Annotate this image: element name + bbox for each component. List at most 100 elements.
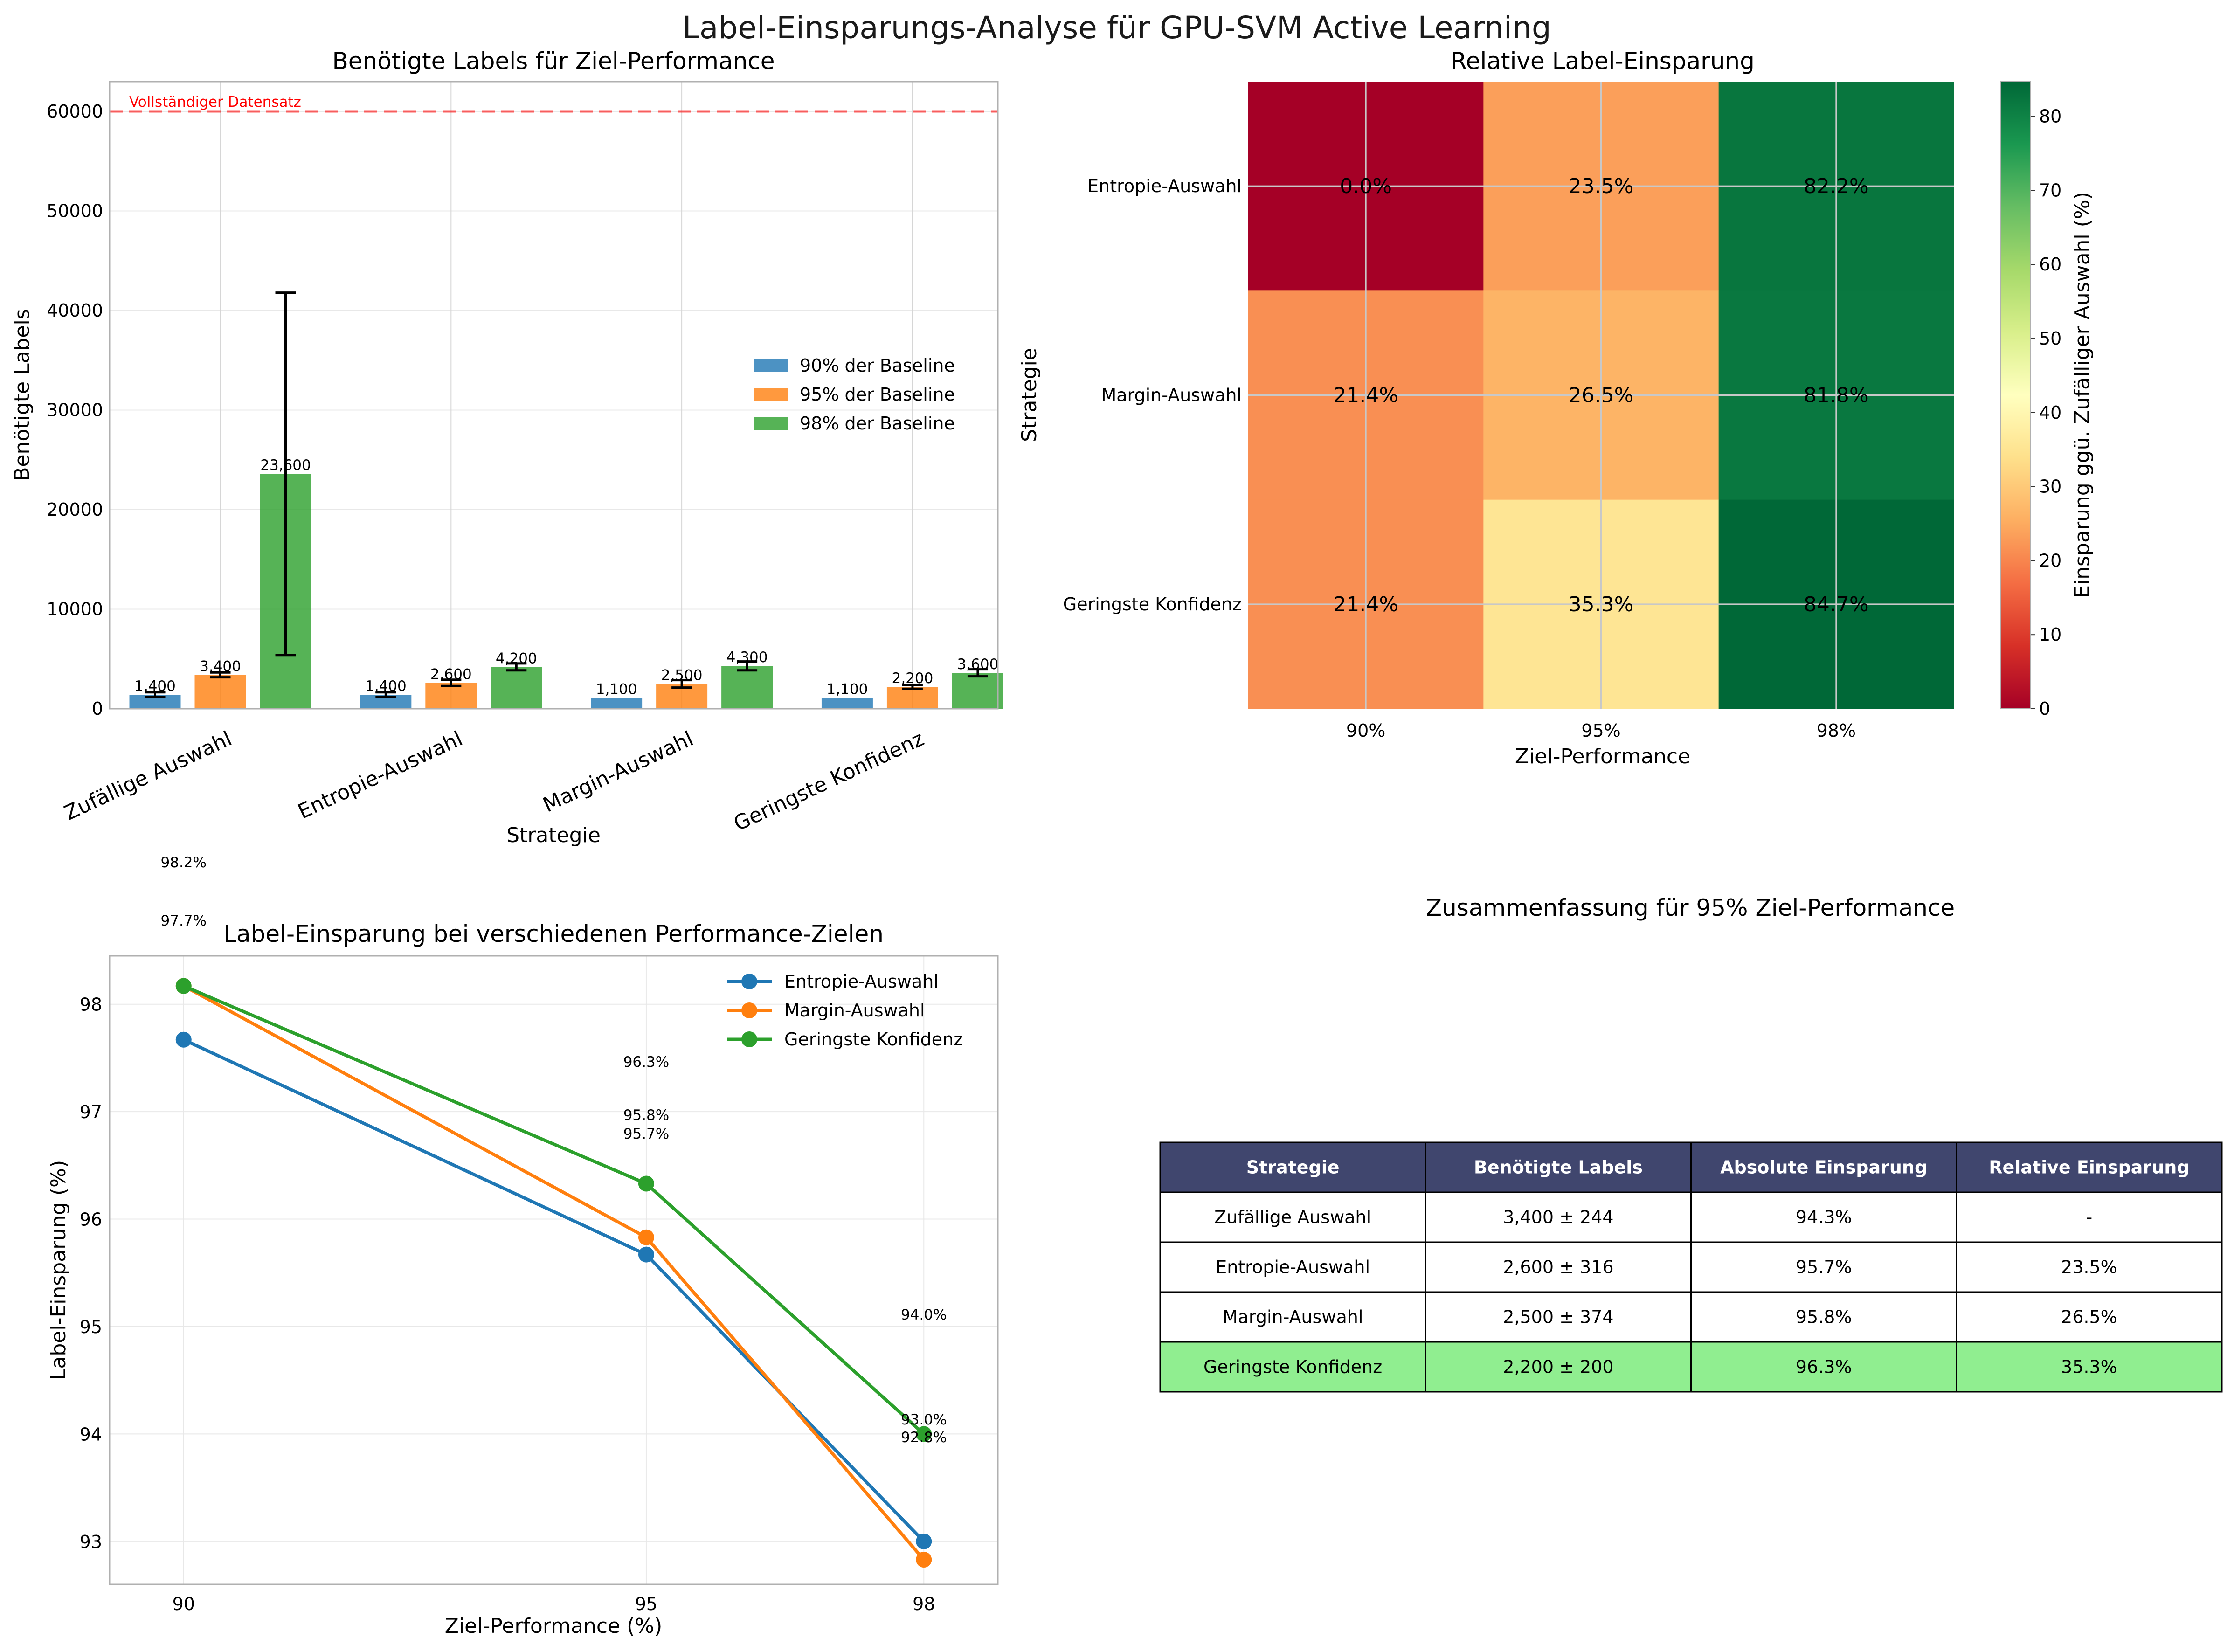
- legend-label: Margin-Auswahl: [784, 1000, 925, 1021]
- legend-swatch: [754, 388, 788, 401]
- table-cell: [1425, 1191, 1692, 1243]
- line-annotation: 98.2%: [161, 854, 207, 871]
- heatmap-cell-label: 82.2%: [1804, 174, 1869, 198]
- table-cell-text: 94.3%: [1796, 1207, 1852, 1228]
- line-chart-xlabel: Ziel-Performance (%): [445, 1614, 663, 1638]
- line-chart-y-tick-label: 98: [80, 995, 102, 1015]
- bar-chart-x-ticks: Zufällige Auswahl Entropie-Auswahl Margin-…: [61, 727, 928, 836]
- colorbar-tick-label: 70: [2039, 180, 2061, 200]
- bar-value-label: 2,200: [892, 670, 934, 687]
- legend-label: 95% der Baseline: [800, 384, 955, 405]
- line-annotation: 95.8%: [623, 1107, 669, 1124]
- colorbar-tick-label: 20: [2039, 550, 2061, 571]
- table-header-label: Strategie: [1246, 1157, 1340, 1178]
- table-cell: [1956, 1191, 2223, 1243]
- bar-chart-x-tick-label: Entropie-Auswahl: [294, 727, 466, 824]
- bar-chart-y-tick-label: 50000: [47, 201, 103, 221]
- heatmap-cell-label: 23.5%: [1569, 174, 1634, 198]
- bar: [952, 673, 1003, 709]
- heatmap-title: Relative Label-Einsparung: [1451, 48, 1755, 75]
- bar-chart-y-tick-label: 0: [92, 698, 103, 719]
- bar-value-label: 4,200: [496, 650, 537, 667]
- table-cell-text: Margin-Auswahl: [1223, 1307, 1363, 1327]
- heatmap-cell-labels: 0.0% 23.5% 82.2% 21.4% 26.5% 81.8% 21.4% 35.3% 8…: [1333, 174, 1868, 616]
- line-chart-y-ticks: 93 94 95 96 97 98: [80, 995, 102, 1552]
- bar: [491, 667, 542, 709]
- colorbar-gradient: [2000, 81, 2031, 709]
- bar-chart-title: Benötigte Labels für Ziel-Performance: [332, 48, 775, 75]
- line-chart-frame: [109, 955, 999, 1585]
- heatmap-colorbar-label: Einsparung ggü. Zufälliger Auswahl (%): [2070, 192, 2094, 598]
- line-chart-legend: Entropie-Auswahl Margin-Auswahl Geringste …: [727, 971, 963, 1050]
- heatmap-x-ticks: 90% 95% 98%: [1346, 720, 1856, 741]
- line-chart-x-tick-label: 90: [173, 1594, 195, 1614]
- line-point: [916, 1552, 932, 1568]
- bar: [591, 698, 643, 709]
- summary-table-title: Zusammenfassung für 95% Ziel-Performance: [1426, 894, 1955, 921]
- table-cell-text: 96.3%: [1796, 1357, 1852, 1377]
- reference-line-label: Vollständiger Datensatz: [129, 94, 301, 111]
- line-point: [638, 1175, 654, 1192]
- heatmap-y-ticks: Entropie-Auswahl Margin-Auswahl Geringste …: [1063, 176, 1242, 615]
- line-series: [183, 1038, 925, 1543]
- line-chart-x-tick-label: 98: [913, 1594, 935, 1614]
- line-chart-panel: Label-Einsparung bei verschiedenen Perfo…: [47, 854, 999, 1638]
- table-cell: [1425, 1291, 1692, 1343]
- heatmap-cell-label: 21.4%: [1333, 593, 1398, 616]
- table-header-cell: [1956, 1141, 2223, 1193]
- bar: [425, 683, 477, 709]
- colorbar-tick-label: 30: [2039, 477, 2061, 497]
- line-annotation: 97.7%: [161, 912, 207, 929]
- line-point: [916, 1533, 932, 1549]
- heatmap-cell-label: 0.0%: [1340, 174, 1392, 198]
- bar-chart-bars: [129, 474, 1003, 709]
- colorbar-tick-label: 40: [2039, 402, 2061, 423]
- bar-value-label: 3,600: [957, 656, 999, 673]
- bar-chart-y-tick-label: 20000: [47, 499, 103, 520]
- table-cell-text: 23.5%: [2061, 1257, 2117, 1278]
- bar-chart-panel: Benötigte Labels für Ziel-Performance Vo…: [10, 48, 1003, 847]
- table-header-label: Benötigte Labels: [1474, 1157, 1643, 1178]
- bar-value-label: 23,600: [260, 457, 311, 474]
- bar-chart-y-tick-label: 60000: [47, 101, 103, 122]
- table-cell: [1159, 1241, 1426, 1293]
- line-chart-ylabel: Label-Einsparung (%): [47, 1160, 70, 1380]
- table-cell: [1690, 1341, 1957, 1393]
- table-header-cell: [1690, 1141, 1957, 1193]
- table-cell-text: -: [2086, 1207, 2093, 1228]
- heatmap-cell-label: 35.3%: [1569, 593, 1634, 616]
- bar-value-label: 2,500: [661, 667, 703, 684]
- bar-value-label: 1,100: [596, 681, 637, 698]
- line-annotation: 92.8%: [901, 1429, 947, 1446]
- heatmap-cell-label: 81.8%: [1804, 384, 1869, 408]
- bar-chart-y-tick-label: 10000: [47, 599, 103, 620]
- heatmap-cell-label: 21.4%: [1333, 384, 1398, 408]
- line-chart-y-tick-label: 93: [80, 1532, 102, 1552]
- line-chart-x-tick-label: 95: [635, 1594, 657, 1614]
- bar: [721, 666, 773, 709]
- table-cell-text: 3,400 ± 244: [1503, 1207, 1613, 1228]
- legend-marker: [741, 974, 757, 989]
- table-cell: [1159, 1341, 1426, 1393]
- line-chart-y-tick-label: 96: [80, 1210, 102, 1230]
- line-point: [916, 1426, 932, 1442]
- bar-value-label: 1,400: [134, 678, 176, 695]
- heatmap-xlabel: Ziel-Performance: [1515, 745, 1690, 768]
- table-cell-text: Zufällige Auswahl: [1214, 1207, 1371, 1228]
- line-chart-annotations: 98.2% 97.7% 96.3% 95.8% 95.7% 94.0% 93.0%92.8%: [161, 854, 947, 1446]
- line-chart-title: Label-Einsparung bei verschiedenen Perfo…: [223, 920, 884, 947]
- bar-chart-x-tick-label: Margin-Auswahl: [539, 727, 697, 817]
- bar-chart-y-ticks: 0 10000 20000 30000 40000 50000 60000: [47, 101, 103, 719]
- bar-chart-y-tick-label: 40000: [47, 300, 103, 321]
- line-point: [175, 978, 192, 994]
- table-cell-text: 2,500 ± 374: [1503, 1307, 1613, 1327]
- heatmap-x-tick-label: 90%: [1346, 720, 1385, 741]
- legend-label: Geringste Konfidenz: [784, 1029, 963, 1050]
- line-annotation: 96.3%: [623, 1054, 669, 1071]
- bar-chart-value-labels: 1,400 1,400 1,100 1,100 3,400 2,600 2,500 2,200…: [134, 457, 998, 698]
- bar: [886, 687, 938, 709]
- table-cell-text: 95.8%: [1796, 1307, 1852, 1327]
- bar: [194, 675, 246, 709]
- table-cell-text: 95.7%: [1796, 1257, 1852, 1278]
